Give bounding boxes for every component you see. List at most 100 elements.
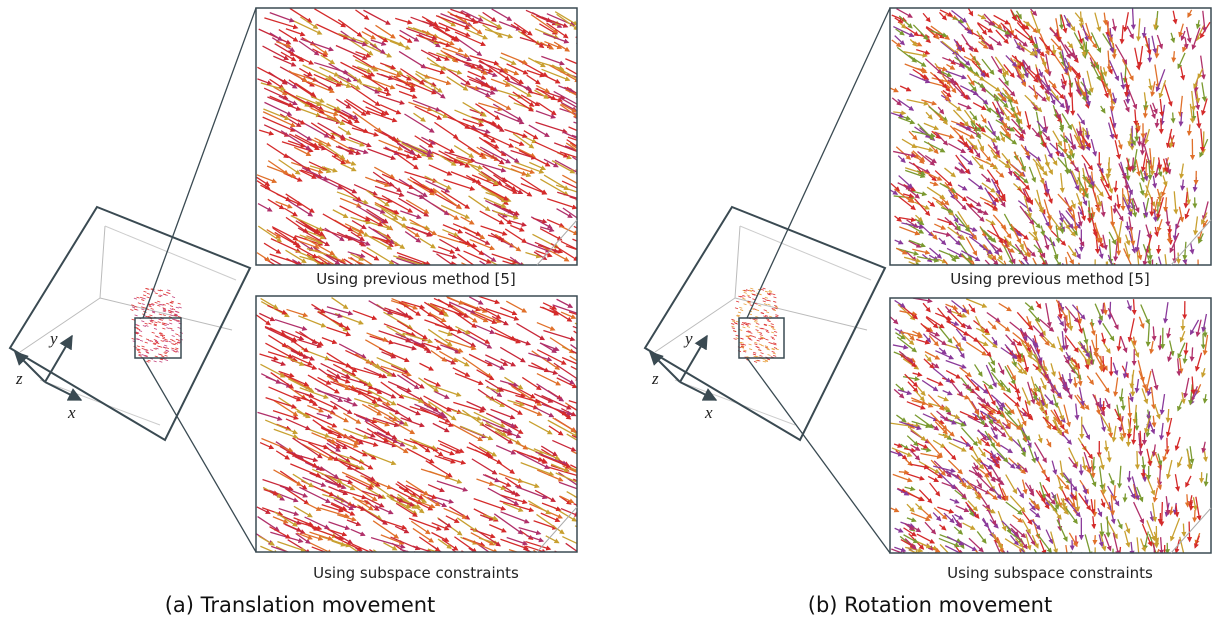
axis-label: z <box>15 369 23 388</box>
vector-arrow <box>1039 37 1050 50</box>
vector-arrow <box>406 448 433 462</box>
vector-arrow <box>1068 42 1073 48</box>
vector-arrow <box>483 12 496 21</box>
vector-arrow <box>1053 131 1062 146</box>
vector-arrow <box>353 311 377 320</box>
vector-arrow <box>437 481 467 491</box>
cloud-point <box>754 322 757 323</box>
vector-arrow <box>918 222 933 236</box>
vector-arrow <box>954 544 968 563</box>
vector-arrow <box>923 13 930 21</box>
vector-arrow <box>439 351 457 361</box>
vector-arrow <box>925 352 939 359</box>
vector-arrow <box>547 199 576 208</box>
vector-arrow <box>433 423 449 431</box>
vector-arrow <box>507 64 528 74</box>
vector-arrow <box>522 377 541 389</box>
vector-arrow <box>1181 66 1184 79</box>
vector-arrow <box>1194 510 1195 522</box>
cloud-point <box>139 331 142 332</box>
vector-arrow <box>933 440 945 447</box>
vector-arrow <box>577 505 597 513</box>
cloud-point <box>753 354 756 355</box>
vector-arrow <box>1047 439 1051 447</box>
cloud-point <box>137 297 140 298</box>
vector-arrow <box>1006 502 1022 514</box>
cloud-point <box>159 295 162 296</box>
vector-arrow <box>1104 67 1106 76</box>
vector-arrow <box>895 528 903 532</box>
vector-arrow <box>362 358 380 368</box>
vector-arrow <box>504 490 519 495</box>
cloud-point <box>162 338 165 339</box>
vector-arrow <box>446 296 463 304</box>
vector-arrow <box>1017 488 1023 498</box>
connector <box>747 8 890 318</box>
vector-arrow <box>517 452 549 468</box>
axis-label: z <box>651 369 659 388</box>
vector-arrow <box>910 428 926 440</box>
vector-arrow <box>977 437 981 444</box>
vector-arrow <box>891 508 899 511</box>
vector-arrow <box>927 439 943 457</box>
vector-arrow <box>481 226 507 235</box>
vector-arrow <box>1168 328 1170 338</box>
vector-arrow <box>1178 358 1179 375</box>
vector-arrow <box>1093 394 1099 406</box>
vector-arrow <box>431 315 451 330</box>
vector-arrow <box>988 321 996 329</box>
vector-arrow <box>276 202 292 208</box>
vector-arrow <box>1048 379 1060 396</box>
vector-arrow <box>1192 377 1193 394</box>
vector-arrow <box>572 135 593 142</box>
vector-arrow <box>981 149 991 161</box>
cloud-point <box>749 332 752 333</box>
vector-arrow <box>1032 128 1039 137</box>
vector-arrow <box>1152 81 1155 96</box>
vector-arrow <box>268 387 300 401</box>
vector-arrow <box>1186 209 1190 219</box>
vector-arrow <box>957 394 969 399</box>
vector-arrow <box>1143 456 1145 469</box>
cloud-point <box>166 303 169 304</box>
vector-arrow <box>1182 180 1183 190</box>
vector-arrow <box>1000 445 1012 452</box>
vector-arrow <box>975 550 985 559</box>
cloud-point <box>769 316 772 317</box>
vector-arrow <box>331 133 364 146</box>
vector-arrow <box>1025 95 1042 111</box>
vector-arrow <box>1160 80 1166 97</box>
zoom-caption: Using subspace constraints <box>313 564 519 582</box>
vector-arrow <box>955 490 967 499</box>
cloud-point <box>142 304 145 305</box>
vector-arrow <box>335 314 363 324</box>
vector-arrow <box>1070 133 1074 149</box>
vector-arrow <box>1178 253 1179 264</box>
vector-arrow <box>960 368 972 377</box>
vector-arrow <box>401 418 424 426</box>
vector-arrow <box>577 204 595 212</box>
vector-arrow <box>1127 169 1128 180</box>
cloud-point <box>755 320 758 321</box>
cube-back-edge <box>20 226 105 352</box>
vector-arrow <box>297 439 328 449</box>
vector-arrow <box>1058 194 1073 210</box>
vector-arrow <box>1144 469 1145 481</box>
vector-arrow <box>311 96 324 102</box>
vector-arrow <box>1118 519 1122 528</box>
cloud-point <box>744 350 747 351</box>
vector-arrow <box>1025 303 1033 310</box>
vector-arrow <box>305 462 320 469</box>
vector-arrow <box>1166 208 1168 226</box>
vector-arrow <box>1196 497 1200 520</box>
vector-arrow <box>496 446 515 454</box>
vector-arrow <box>928 201 934 206</box>
cloud-point <box>149 315 152 316</box>
vector-arrow <box>1034 549 1040 558</box>
vector-arrow <box>956 506 969 512</box>
cloud-point <box>774 347 777 348</box>
vector-arrow <box>392 299 417 309</box>
vector-arrow <box>446 516 459 523</box>
vector-arrow <box>385 65 402 74</box>
vector-arrow <box>958 185 967 190</box>
